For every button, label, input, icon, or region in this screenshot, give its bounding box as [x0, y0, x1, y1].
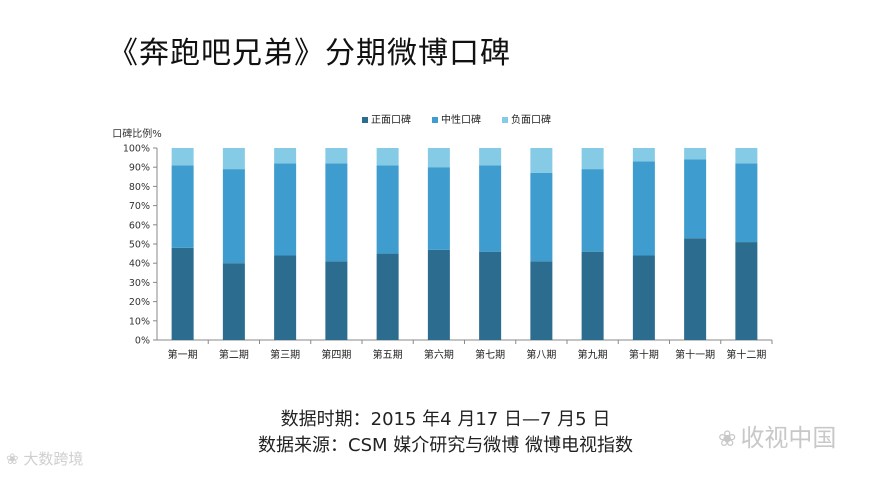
bar-segment — [427, 148, 450, 168]
y-tick-label: 40% — [129, 259, 150, 270]
bar-segment — [274, 163, 297, 256]
bar-segment — [581, 251, 604, 340]
x-tick-label: 第一期 — [168, 348, 198, 361]
bar-segment — [632, 161, 655, 256]
bar-segment — [222, 263, 245, 340]
bar-segment — [427, 167, 450, 250]
watermark-shoushi-text: 收视中国 — [740, 424, 837, 452]
bar-segment — [376, 148, 399, 166]
bar-segment — [325, 148, 348, 164]
bar-segment — [735, 163, 758, 243]
bar-segment — [222, 148, 245, 170]
bar-segment — [735, 148, 758, 164]
bar-segment — [427, 249, 450, 340]
bar-segment — [581, 169, 604, 252]
y-tick-label: 90% — [129, 163, 150, 174]
weibo-swirl-icon: ❀ — [718, 427, 737, 452]
legend-label: 负面口碑 — [511, 113, 551, 126]
y-tick-label: 30% — [129, 278, 150, 289]
legend-swatch — [502, 117, 508, 123]
bar-segment — [581, 148, 604, 170]
y-tick-label: 60% — [129, 220, 150, 231]
x-tick-label: 第五期 — [373, 348, 403, 361]
legend-label: 中性口碑 — [441, 113, 481, 126]
bar-segment — [530, 148, 553, 173]
x-tick-label: 第三期 — [270, 348, 300, 361]
bar-segment — [171, 148, 194, 166]
bar-segment — [479, 251, 502, 340]
x-tick-label: 第四期 — [321, 348, 351, 361]
page-title: 《奔跑吧兄弟》分期微博口碑 — [108, 36, 511, 71]
x-tick-label: 第十二期 — [726, 348, 766, 361]
x-tick-label: 第六期 — [424, 348, 454, 361]
watermark-dashu-text: 大数跨境 — [23, 450, 84, 468]
watermark-shoushi: ❀ 收视中国 — [718, 418, 836, 453]
bar-segment — [684, 238, 707, 340]
bar-segment — [325, 261, 348, 340]
bar-segment — [171, 247, 194, 340]
bar-segment — [735, 242, 758, 340]
watermark-dashu: ❀ 大数跨境 — [6, 448, 83, 469]
y-axis-label: 口碑比例% — [112, 127, 162, 140]
bar-segment — [222, 169, 245, 264]
bar-segment — [632, 148, 655, 162]
x-tick-label: 第七期 — [475, 348, 505, 361]
legend-label: 正面口碑 — [371, 113, 411, 126]
y-tick-label: 70% — [129, 201, 150, 212]
data-source-note: 数据来源：CSM 媒介研究与微博 微博电视指数 — [258, 435, 633, 456]
bar-segment — [530, 172, 553, 262]
bar-segment — [274, 148, 297, 164]
y-tick-label: 50% — [129, 240, 150, 251]
stacked-bar-chart: 口碑比例% 0% 10% 20% 30% 40% 50% 60% 70% 80% 90% 100% 第一… — [112, 113, 773, 361]
bar-segment — [171, 165, 194, 248]
bar-segment — [684, 159, 707, 239]
x-tick-label: 第十期 — [629, 348, 659, 361]
y-tick-label: 20% — [129, 297, 150, 308]
bar-segment — [376, 165, 399, 254]
bar-segment — [479, 165, 502, 252]
x-tick-label: 第八期 — [526, 348, 556, 361]
y-tick-label: 0% — [135, 336, 150, 347]
y-tick-label: 80% — [129, 182, 150, 193]
bar-segment — [274, 255, 297, 340]
x-tick-label: 第十一期 — [675, 348, 715, 361]
weibo-swirl-icon: ❀ — [6, 450, 19, 468]
bar-segment — [632, 255, 655, 340]
bar-segment — [684, 148, 707, 160]
data-period-note: 数据时期：2015 年4 月17 日—7 月5 日 — [280, 409, 611, 430]
bar-segment — [530, 261, 553, 340]
bar-segment — [325, 163, 348, 262]
y-tick-label: 100% — [123, 144, 150, 155]
bar-segment — [479, 148, 502, 166]
x-tick-label: 第九期 — [578, 348, 608, 361]
legend-swatch — [432, 117, 438, 123]
y-tick-label: 10% — [129, 316, 150, 327]
x-tick-label: 第二期 — [219, 348, 249, 361]
legend-swatch — [362, 117, 368, 123]
bar-segment — [376, 253, 399, 340]
